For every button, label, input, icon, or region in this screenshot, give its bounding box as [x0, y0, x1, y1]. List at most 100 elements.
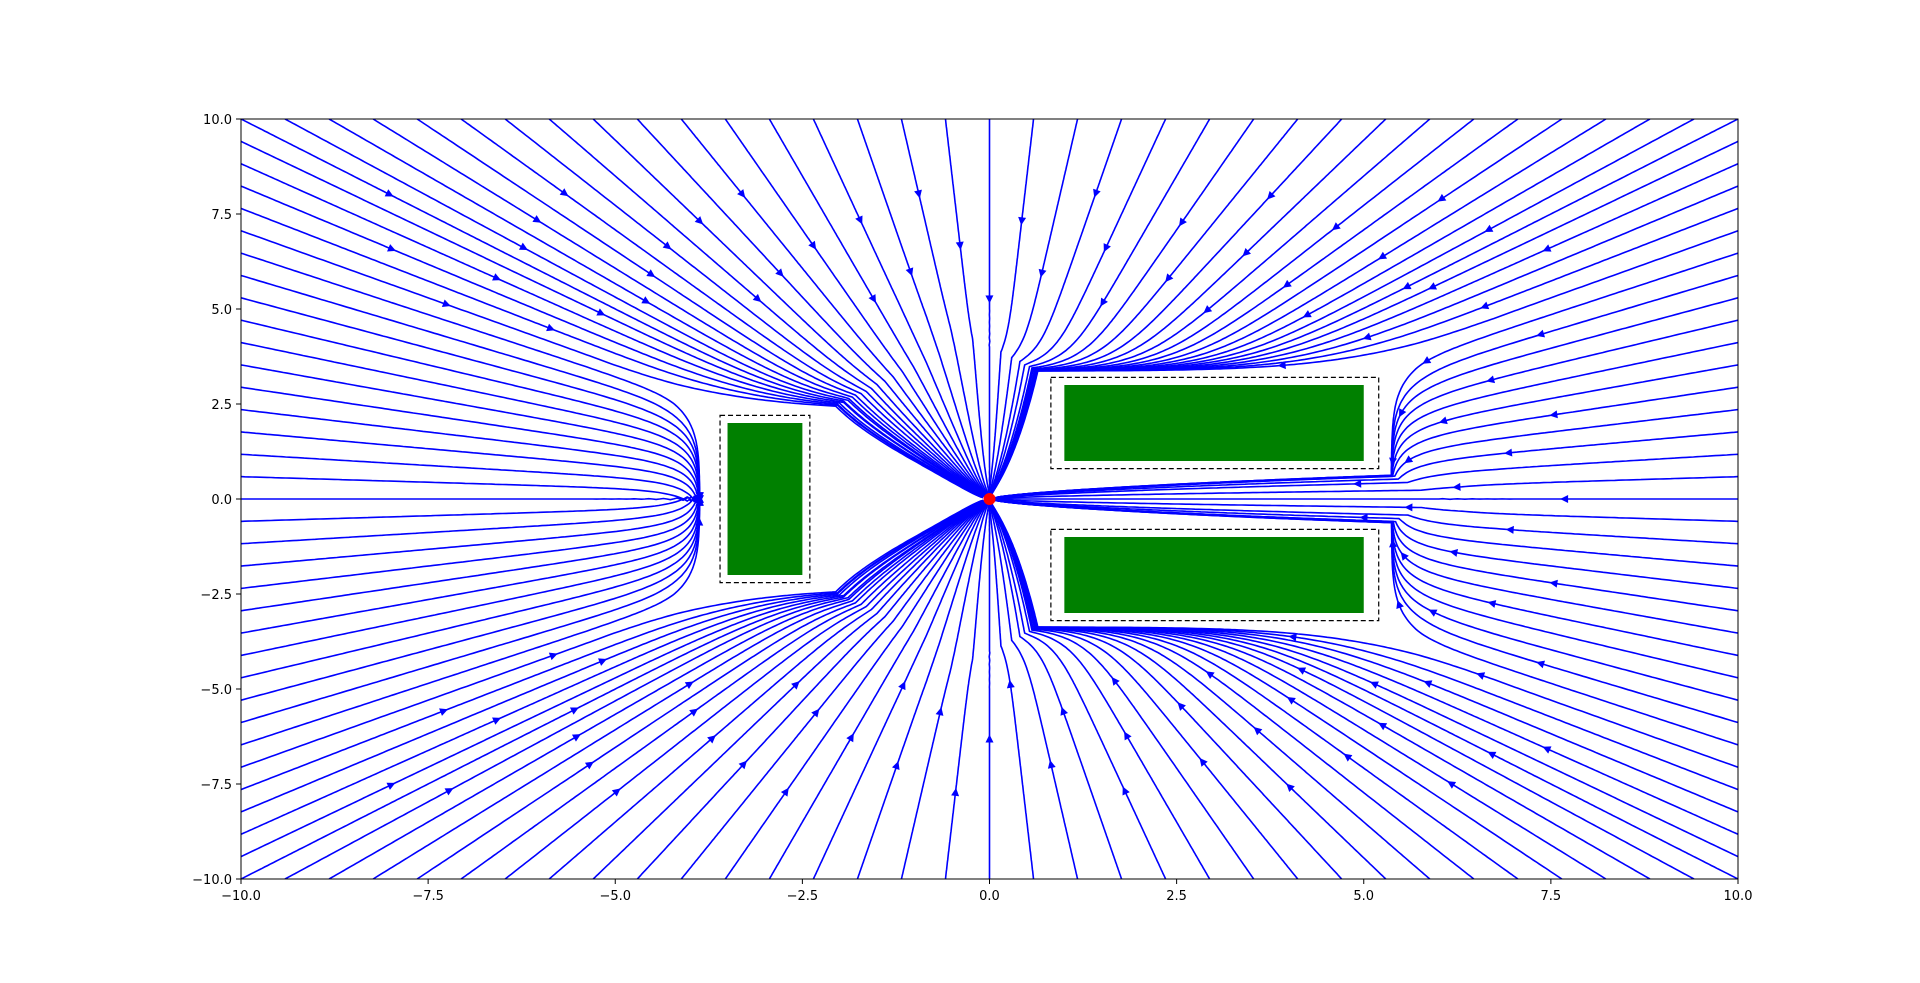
- streamline: [988, 502, 991, 879]
- sink-marker: [983, 493, 996, 505]
- streamline: [372, 119, 985, 497]
- stream-arrow: [598, 658, 607, 666]
- stream-arrow: [1302, 310, 1312, 318]
- stream-arrow: [1404, 455, 1414, 464]
- stream-arrow: [1018, 216, 1027, 226]
- streamline: [990, 503, 1299, 879]
- x-tick-label: 0.0: [979, 889, 1000, 904]
- streamline: [680, 502, 986, 879]
- streamline: [989, 501, 1211, 879]
- stream-arrow: [1253, 727, 1263, 736]
- stream-arrow: [569, 707, 579, 715]
- stream-arrow: [518, 242, 528, 251]
- stream-arrow: [1100, 297, 1108, 307]
- stream-arrow: [1536, 660, 1546, 669]
- stream-arrow: [559, 188, 569, 197]
- stream-arrow: [1124, 731, 1132, 741]
- streamline: [996, 499, 1738, 567]
- stream-arrow: [1047, 760, 1056, 769]
- stream-arrow: [1286, 783, 1295, 793]
- stream-arrow: [689, 708, 699, 717]
- streamline: [504, 500, 987, 879]
- x-tick-label: 5.0: [1353, 889, 1374, 904]
- streamline: [241, 500, 982, 768]
- stream-arrow: [439, 708, 448, 716]
- streamline: [988, 119, 1079, 497]
- streamline: [988, 119, 1035, 497]
- x-tick-label: 10.0: [1724, 889, 1753, 904]
- stream-arrow: [1362, 332, 1372, 341]
- y-tick-label: 7.5: [211, 208, 232, 223]
- streamline: [988, 501, 1079, 879]
- y-tick-label: 2.5: [211, 398, 232, 413]
- stream-arrow: [775, 268, 784, 277]
- stream-arrow: [1480, 301, 1490, 310]
- stream-arrow: [1486, 375, 1496, 384]
- y-axis-ticks: −10.0 −7.5 −5.0 −2.5 0.0 2.5 5.0 7.5 10.0: [192, 113, 241, 888]
- stream-arrow: [492, 273, 502, 281]
- streamline: [241, 119, 984, 498]
- obstacle-rect: [1064, 537, 1364, 613]
- stream-arrow: [492, 717, 502, 725]
- stream-arrow: [1452, 482, 1461, 491]
- stream-arrow: [1179, 217, 1187, 227]
- streamline: [241, 500, 983, 858]
- streamline: [812, 501, 989, 879]
- stream-arrow: [707, 735, 716, 744]
- y-tick-label: −7.5: [200, 778, 232, 793]
- stream-arrow: [684, 681, 694, 690]
- stream-arrow: [1449, 549, 1459, 557]
- stream-arrow: [1476, 672, 1486, 680]
- stream-arrow: [1006, 679, 1015, 689]
- streamline: [856, 502, 989, 879]
- stream-arrow: [808, 240, 817, 250]
- x-tick-label: 7.5: [1541, 889, 1562, 904]
- stream-arrow: [1396, 600, 1404, 610]
- streamline: [460, 501, 985, 879]
- stream-arrow: [1549, 410, 1558, 419]
- stream-arrow: [1404, 503, 1413, 512]
- stream-arrow: [1487, 600, 1497, 608]
- streamline: [995, 431, 1738, 499]
- stream-arrow: [695, 495, 704, 504]
- streamline: [989, 162, 1738, 497]
- stream-arrow: [955, 241, 964, 250]
- streamline: [988, 501, 1035, 879]
- stream-arrow: [596, 308, 606, 316]
- stream-arrow: [1549, 579, 1558, 588]
- streamline: [328, 500, 984, 879]
- stream-arrow: [935, 707, 944, 716]
- stream-arrow: [444, 788, 454, 796]
- stream-arrow: [1369, 681, 1379, 689]
- streamline: [241, 140, 983, 498]
- x-tick-label: 2.5: [1166, 889, 1187, 904]
- streamline: [284, 119, 983, 497]
- streamline: [504, 119, 987, 498]
- stream-arrow: [1542, 746, 1552, 754]
- stream-arrow: [1343, 753, 1353, 762]
- streamline: [989, 502, 1123, 879]
- streamline: [328, 119, 985, 498]
- stream-arrow: [584, 761, 594, 770]
- stream-arrow: [1093, 188, 1101, 198]
- stream-arrow: [1378, 251, 1388, 260]
- stream-arrow: [1205, 671, 1215, 680]
- stream-arrow: [780, 787, 789, 797]
- streamline: [995, 498, 1738, 523]
- streamline: [989, 502, 1167, 879]
- stream-arrow: [1199, 757, 1208, 767]
- streamline: [548, 501, 985, 879]
- stream-arrow: [1297, 667, 1307, 675]
- streamline: [994, 475, 1738, 500]
- stream-arrow: [1400, 552, 1409, 561]
- streamline: [990, 119, 1343, 496]
- stream-arrow: [1428, 282, 1438, 290]
- safety-box: [719, 414, 811, 584]
- streamline: [997, 453, 1738, 499]
- streamline: [241, 500, 984, 879]
- safety-box-area: [1051, 377, 1379, 468]
- stream-arrow: [1203, 305, 1213, 314]
- stream-arrow: [1438, 416, 1448, 425]
- stream-arrow: [985, 734, 994, 743]
- y-tick-label: 5.0: [211, 303, 232, 318]
